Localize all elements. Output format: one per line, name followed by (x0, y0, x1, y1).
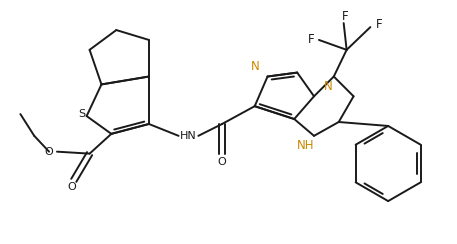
Text: N: N (324, 80, 332, 93)
Text: N: N (251, 60, 260, 73)
Text: HN: HN (180, 131, 197, 141)
Text: F: F (308, 33, 314, 46)
Text: O: O (45, 147, 53, 157)
Text: O: O (68, 182, 76, 192)
Text: O: O (218, 157, 227, 167)
Text: F: F (376, 18, 383, 31)
Text: F: F (342, 10, 349, 23)
Text: NH: NH (298, 139, 315, 152)
Text: S: S (78, 109, 85, 119)
